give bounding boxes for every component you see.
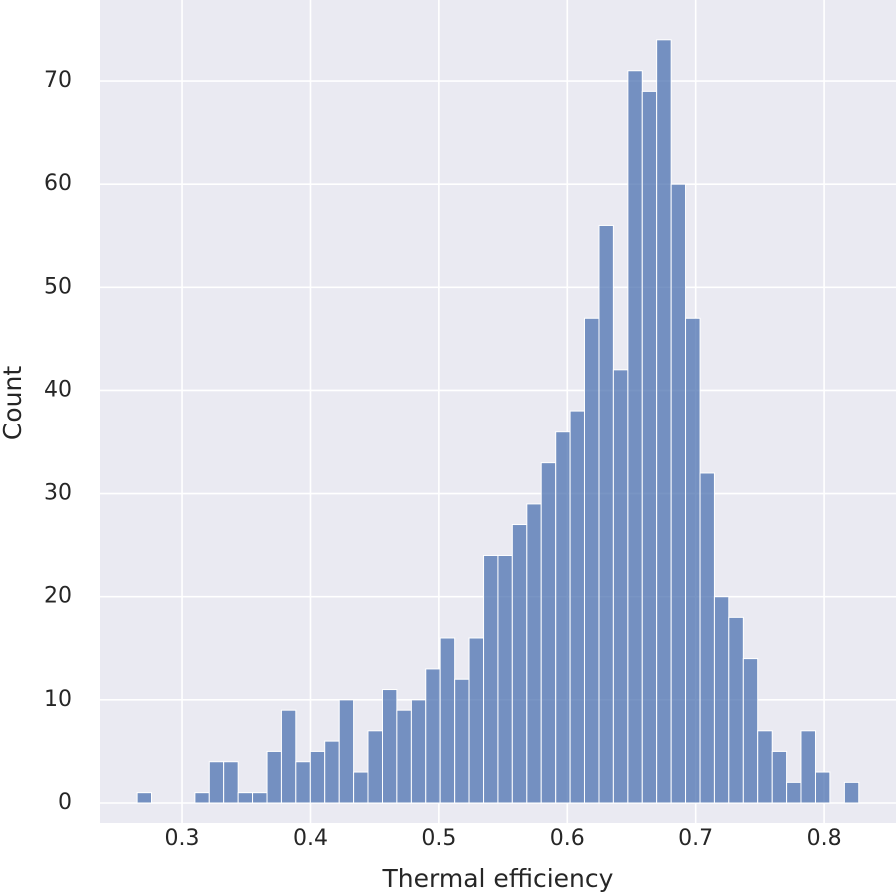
x-axis-label: Thermal efficiency bbox=[382, 864, 614, 893]
bar bbox=[381, 689, 398, 804]
bar bbox=[511, 524, 528, 804]
bar bbox=[540, 462, 557, 804]
bar bbox=[208, 761, 225, 804]
y-tick-label: 40 bbox=[44, 377, 72, 402]
bar bbox=[468, 637, 485, 804]
bar bbox=[338, 699, 355, 804]
x-tick-label: 0.3 bbox=[165, 826, 200, 851]
x-tick-label: 0.7 bbox=[678, 826, 713, 851]
bar bbox=[309, 750, 326, 804]
y-tick-label: 30 bbox=[44, 481, 72, 506]
bar bbox=[280, 709, 297, 804]
bar bbox=[410, 699, 427, 804]
x-tick-label: 0.8 bbox=[807, 826, 842, 851]
bar bbox=[598, 224, 614, 804]
bar bbox=[685, 317, 701, 804]
bar bbox=[699, 472, 715, 804]
bar bbox=[194, 792, 210, 804]
bar bbox=[295, 761, 311, 804]
bar bbox=[367, 730, 383, 804]
x-tick-label: 0.6 bbox=[550, 826, 585, 851]
bar bbox=[439, 637, 456, 804]
bar bbox=[454, 678, 470, 804]
y-tick-label: 0 bbox=[58, 790, 72, 815]
x-tick-label: 0.5 bbox=[421, 826, 456, 851]
y-tick-label: 10 bbox=[44, 687, 72, 712]
bar bbox=[526, 503, 542, 804]
bar bbox=[396, 709, 412, 804]
bar bbox=[353, 771, 369, 804]
bar bbox=[656, 39, 672, 804]
y-tick-label: 70 bbox=[44, 68, 72, 93]
x-tick-label: 0.4 bbox=[293, 826, 328, 851]
bar bbox=[425, 668, 441, 804]
y-tick-label: 20 bbox=[44, 584, 72, 609]
y-axis-label: Count bbox=[0, 366, 27, 440]
bar bbox=[843, 781, 860, 804]
bar bbox=[324, 740, 340, 804]
y-tick-label: 60 bbox=[44, 171, 72, 196]
bar bbox=[800, 730, 816, 804]
bar bbox=[252, 792, 268, 804]
y-tick-label: 50 bbox=[44, 274, 72, 299]
bar bbox=[555, 431, 571, 804]
bar bbox=[266, 750, 282, 804]
bar bbox=[757, 730, 773, 804]
bar bbox=[569, 410, 585, 804]
bar bbox=[136, 792, 152, 804]
bar bbox=[670, 183, 687, 804]
bar bbox=[771, 750, 788, 804]
bar bbox=[641, 90, 658, 804]
bar bbox=[237, 792, 254, 804]
bar bbox=[814, 771, 831, 804]
bar bbox=[627, 70, 643, 804]
bar bbox=[728, 616, 744, 804]
bar bbox=[786, 781, 802, 804]
bar bbox=[497, 554, 513, 804]
bar bbox=[223, 761, 239, 804]
bar bbox=[742, 658, 759, 804]
bar bbox=[612, 369, 629, 804]
bar bbox=[483, 554, 499, 804]
bar bbox=[713, 596, 730, 804]
bar bbox=[583, 317, 600, 804]
